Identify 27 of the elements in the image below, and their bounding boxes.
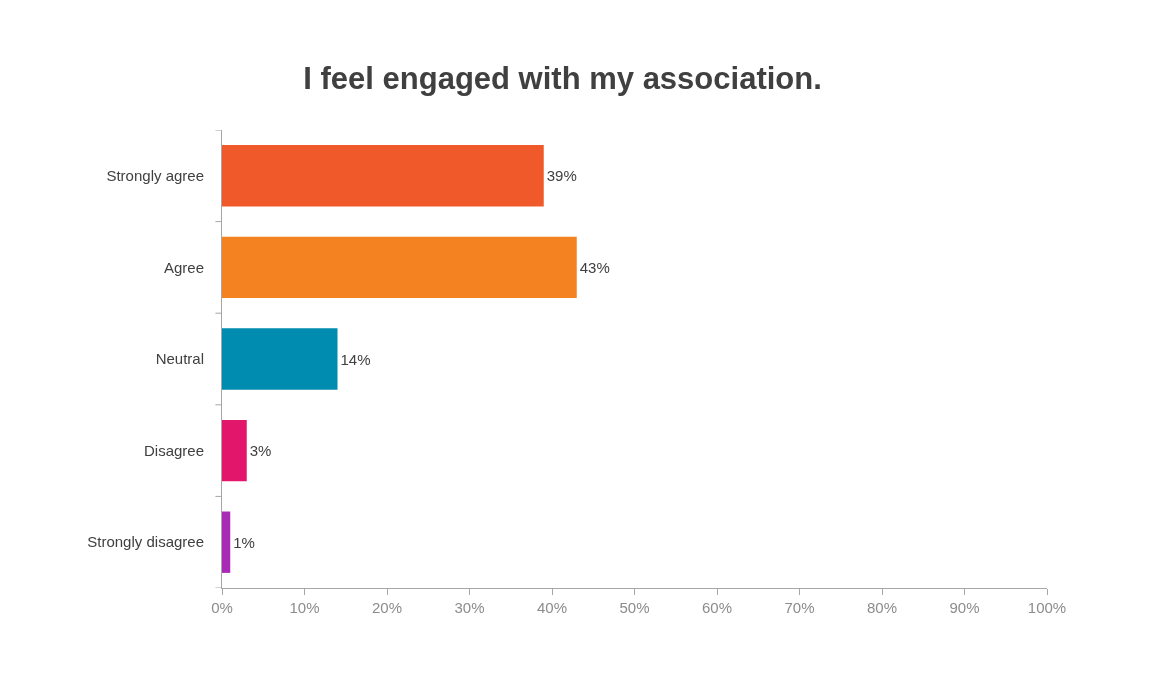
- bar: [222, 511, 231, 573]
- y-tick-label: Neutral: [155, 350, 204, 368]
- bar: [222, 419, 247, 482]
- y-tick-label: Strongly agree: [106, 167, 204, 185]
- data-label: 39%: [546, 167, 577, 185]
- x-tick-label: 10%: [289, 599, 320, 616]
- x-tick-label: 70%: [784, 599, 815, 616]
- x-tick-label: 80%: [866, 599, 898, 616]
- data-label: 43%: [579, 258, 610, 276]
- y-tick-label: Strongly disagree: [87, 533, 204, 551]
- data-label: 14%: [340, 350, 371, 368]
- chart-title: I feel engaged with my association.: [303, 60, 822, 96]
- bar: [222, 328, 338, 390]
- data-label: 1%: [233, 533, 255, 551]
- x-tick-label: 90%: [949, 599, 980, 616]
- bar: [222, 145, 544, 207]
- x-tick-label: 30%: [454, 599, 485, 616]
- y-tick-label: Agree: [163, 258, 204, 276]
- x-tick-label: 40%: [536, 599, 568, 616]
- x-tick-label: 0%: [211, 599, 233, 616]
- x-tick-label: 60%: [701, 599, 733, 616]
- x-tick-label: 20%: [371, 599, 403, 616]
- y-tick-label: Disagree: [143, 441, 204, 459]
- bar: [222, 236, 577, 299]
- data-label: 3%: [249, 442, 272, 460]
- x-tick-label: 100%: [1027, 599, 1067, 616]
- x-tick-label: 50%: [619, 599, 650, 616]
